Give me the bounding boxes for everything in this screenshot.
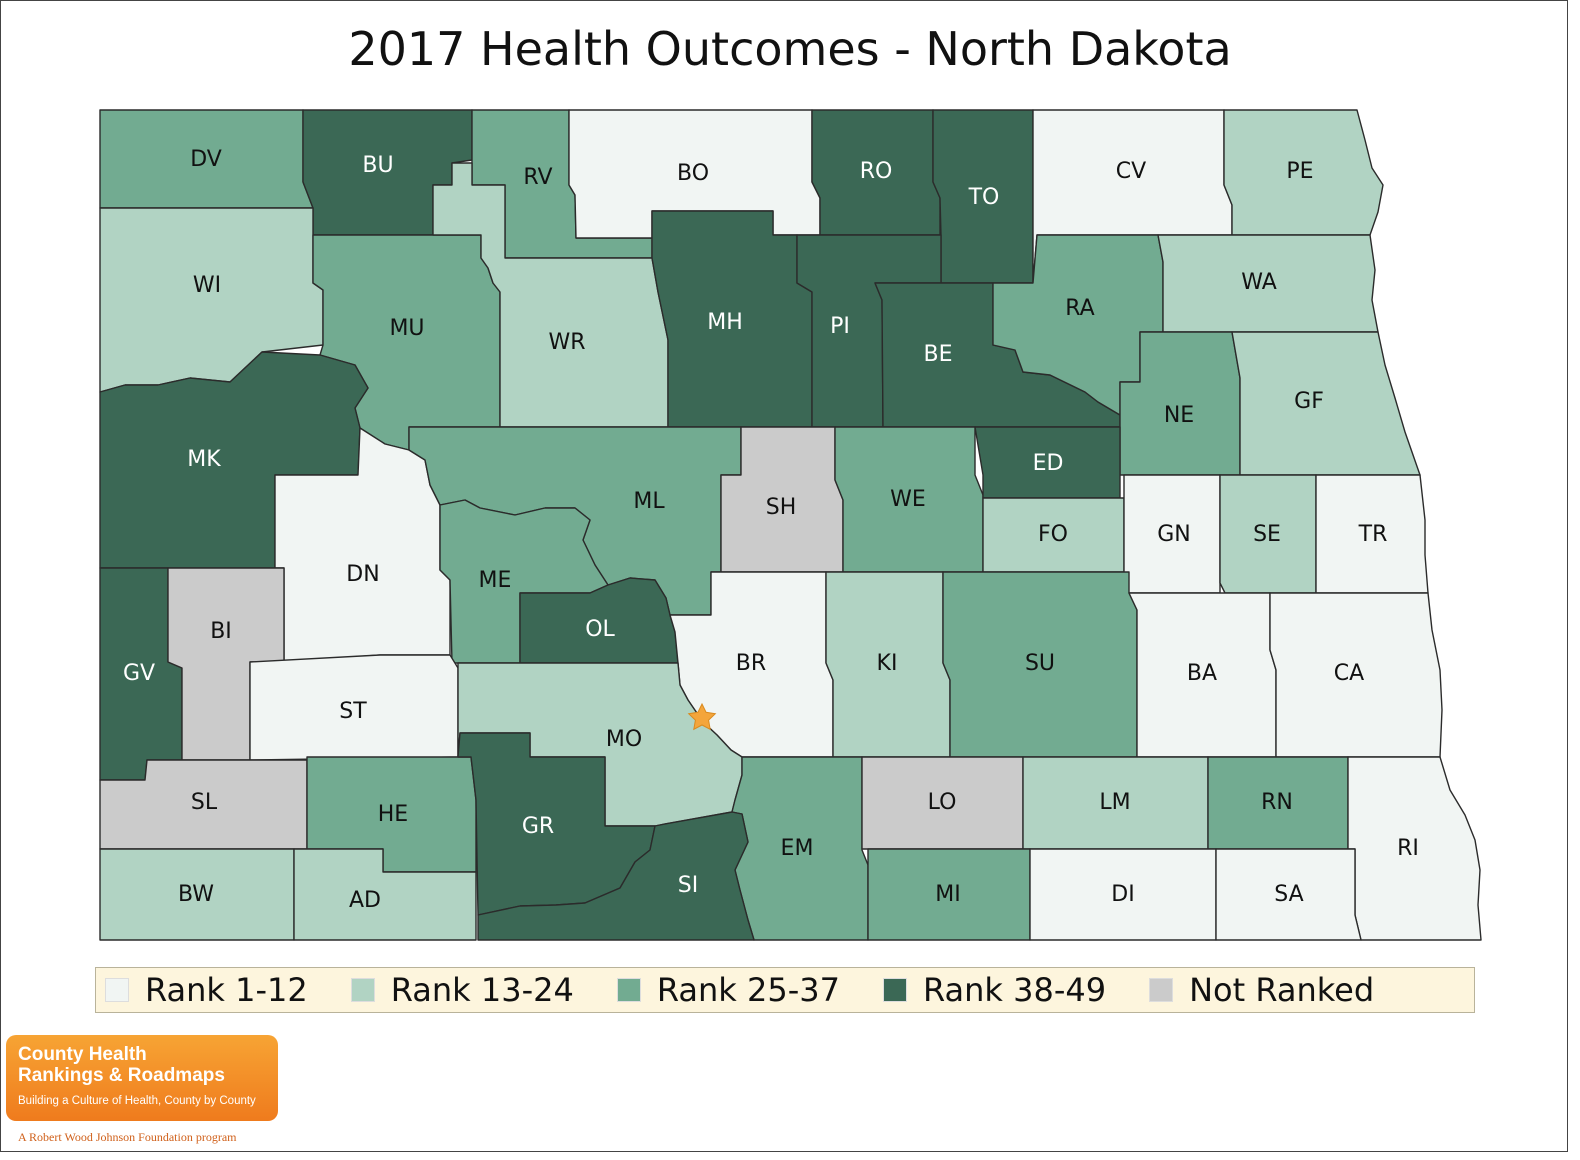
county-wa <box>1157 234 1379 333</box>
legend-item-not-ranked: Not Ranked <box>1149 971 1374 1009</box>
logo-tagline: Building a Culture of Health, County by … <box>18 1095 256 1107</box>
county-label-gv: GV <box>123 661 155 686</box>
county-label-mu: MU <box>389 316 424 341</box>
county-label-ed: ED <box>1033 451 1064 476</box>
county-label-ba: BA <box>1187 661 1217 686</box>
chrr-logo: County Health Rankings & Roadmaps Buildi… <box>6 1035 278 1121</box>
county-label-lm: LM <box>1099 790 1130 815</box>
county-sa <box>1215 848 1362 941</box>
county-label-sl: SL <box>191 790 218 815</box>
county-label-di: DI <box>1111 882 1134 907</box>
county-label-ro: RO <box>860 159 893 184</box>
county-label-wi: WI <box>193 273 221 298</box>
county-label-rn: RN <box>1261 790 1293 815</box>
legend-item-rank-38-49: Rank 38-49 <box>882 971 1107 1009</box>
legend-label: Rank 38-49 <box>922 971 1107 1009</box>
logo-footer: A Robert Wood Johnson Foundation program <box>18 1130 237 1144</box>
county-label-sh: SH <box>766 495 797 520</box>
logo-line1: County Health <box>18 1044 147 1065</box>
county-label-gf: GF <box>1294 389 1324 414</box>
legend-item-rank-25-37: Rank 25-37 <box>616 971 840 1009</box>
county-label-he: HE <box>378 802 408 827</box>
county-label-ra: RA <box>1065 296 1094 321</box>
county-pe <box>1223 109 1384 236</box>
county-ca <box>1269 592 1443 758</box>
county-label-tr: TR <box>1358 522 1388 547</box>
county-label-fo: FO <box>1038 522 1068 547</box>
county-label-br: BR <box>736 651 766 676</box>
legend-label: Rank 13-24 <box>390 971 574 1009</box>
legend-swatch <box>1149 978 1174 1002</box>
logo-line2: Rankings & Roadmaps <box>18 1065 225 1086</box>
legend-item-rank-13-24: Rank 13-24 <box>350 971 574 1009</box>
county-label-mh: MH <box>707 310 743 335</box>
county-label-be: BE <box>924 342 953 367</box>
county-label-si: SI <box>678 873 698 898</box>
county-label-bu: BU <box>362 153 393 178</box>
county-label-dn: DN <box>346 562 379 587</box>
county-labels: DV BU RV BO RO TO CV PE WI MU WR MH PI BE RA WA NE GF MK DN… <box>123 147 1419 913</box>
map-title: 2017 Health Outcomes - North Dakota <box>348 22 1232 76</box>
county-mi <box>867 848 1031 941</box>
county-label-ne: NE <box>1164 403 1194 428</box>
county-label-ri: RI <box>1397 836 1419 861</box>
legend-label: Rank 1-12 <box>145 971 308 1009</box>
county-label-gn: GN <box>1157 522 1191 547</box>
county-label-sa: SA <box>1274 882 1303 907</box>
legend-swatch <box>350 978 375 1002</box>
county-label-gr: GR <box>522 814 554 839</box>
legend-label: Not Ranked <box>1189 971 1375 1009</box>
counties-layer <box>99 109 1482 941</box>
county-gf <box>1231 331 1421 476</box>
county-label-ml: ML <box>633 489 665 514</box>
county-label-bo: BO <box>677 161 709 186</box>
county-label-we: WE <box>890 487 926 512</box>
county-label-lo: LO <box>928 790 957 815</box>
legend-swatch <box>882 978 907 1002</box>
county-label-ki: KI <box>877 651 898 676</box>
county-label-me: ME <box>479 568 512 593</box>
county-label-rv: RV <box>523 165 552 190</box>
county-label-se: SE <box>1253 522 1281 547</box>
county-label-wr: WR <box>548 330 585 355</box>
county-label-mk: MK <box>187 447 221 472</box>
legend-swatch <box>616 978 641 1002</box>
county-label-bi: BI <box>210 619 232 644</box>
county-label-ad: AD <box>349 888 381 913</box>
legend: Rank 1-12 Rank 13-24 Rank 25-37 Rank 38-49 N… <box>95 967 1475 1013</box>
county-label-ol: OL <box>585 617 615 642</box>
county-label-st: ST <box>339 699 367 724</box>
county-label-bw: BW <box>178 882 214 907</box>
county-si <box>477 811 755 941</box>
county-label-mi: MI <box>935 882 960 907</box>
legend-label: Rank 25-37 <box>656 971 840 1009</box>
county-label-pi: PI <box>830 314 850 339</box>
county-label-em: EM <box>781 836 814 861</box>
legend-item-rank-1-12: Rank 1-12 <box>105 971 308 1009</box>
county-label-cv: CV <box>1116 159 1146 184</box>
county-label-su: SU <box>1025 651 1055 676</box>
county-label-mo: MO <box>606 727 642 752</box>
county-label-to: TO <box>968 185 1000 210</box>
county-me <box>439 499 609 664</box>
county-label-wa: WA <box>1241 270 1277 295</box>
county-label-dv: DV <box>190 147 222 172</box>
capital-star-icon <box>687 702 717 731</box>
county-label-ca: CA <box>1334 661 1364 686</box>
county-ad <box>293 848 477 941</box>
legend-swatch <box>105 978 129 1002</box>
county-label-pe: PE <box>1286 159 1313 184</box>
